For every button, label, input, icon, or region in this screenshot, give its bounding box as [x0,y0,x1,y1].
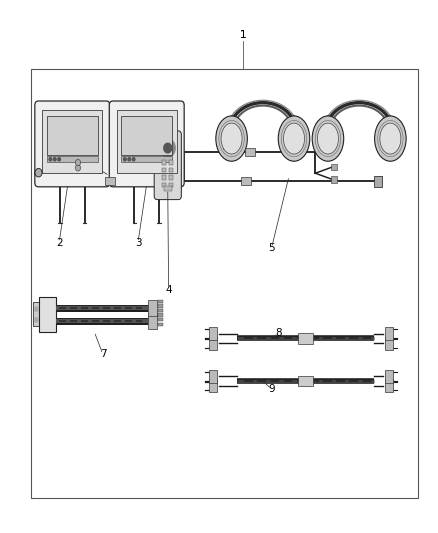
Ellipse shape [312,116,344,161]
Bar [164,187,172,191]
Circle shape [75,165,81,171]
Circle shape [58,158,60,161]
Bar [42,110,102,173]
Bar [162,160,166,165]
Circle shape [128,158,131,161]
Bar [105,177,115,185]
FancyBboxPatch shape [110,101,184,187]
Circle shape [35,307,38,311]
Bar [209,379,217,392]
Ellipse shape [318,123,339,154]
Ellipse shape [278,116,310,161]
Text: 7: 7 [99,350,106,359]
Text: 5: 5 [268,243,275,253]
Bar [148,300,157,316]
Ellipse shape [221,123,242,154]
Bar [169,175,173,180]
Circle shape [160,139,175,157]
Bar [162,183,166,187]
Bar [162,175,166,180]
Bar [47,156,98,163]
Bar [148,313,157,329]
Ellipse shape [216,116,247,161]
Bar [385,379,393,392]
Bar [31,69,418,498]
Bar [158,304,163,308]
FancyBboxPatch shape [154,131,181,200]
Circle shape [35,318,38,322]
Bar [158,313,163,317]
Ellipse shape [283,123,304,154]
Circle shape [124,158,126,161]
Bar [297,333,314,344]
Bar [47,116,98,155]
Bar [209,327,217,340]
Bar [169,183,173,187]
Bar [162,168,166,172]
Bar [331,164,337,170]
Circle shape [53,158,56,161]
Bar [385,337,393,350]
FancyBboxPatch shape [35,101,110,187]
Bar [169,160,173,165]
Bar [374,176,382,187]
Bar [385,370,393,383]
Ellipse shape [374,116,406,161]
Bar [245,148,255,156]
Bar [117,110,177,173]
Bar [241,177,251,185]
Bar [209,370,217,383]
Text: 2: 2 [56,238,63,247]
Bar [169,168,173,172]
Bar [209,337,217,350]
Bar [158,309,163,312]
Bar [158,300,163,303]
Bar [223,143,228,149]
Circle shape [164,143,172,153]
Circle shape [49,158,52,161]
Bar [33,303,40,326]
Text: 6: 6 [95,164,102,174]
Text: 1: 1 [240,30,247,39]
Text: 1: 1 [240,30,247,39]
Text: 9: 9 [268,384,275,394]
Text: 4: 4 [165,286,172,295]
Circle shape [35,168,42,177]
Bar [331,176,337,183]
Bar [121,156,172,163]
Bar [39,297,56,332]
Text: 8: 8 [275,328,282,338]
Bar [297,376,314,386]
Ellipse shape [380,123,401,154]
Circle shape [75,159,81,166]
Circle shape [132,158,135,161]
Text: 3: 3 [134,238,141,247]
Bar [385,327,393,340]
Bar [121,116,172,155]
Bar [158,318,163,321]
Bar [158,323,163,326]
